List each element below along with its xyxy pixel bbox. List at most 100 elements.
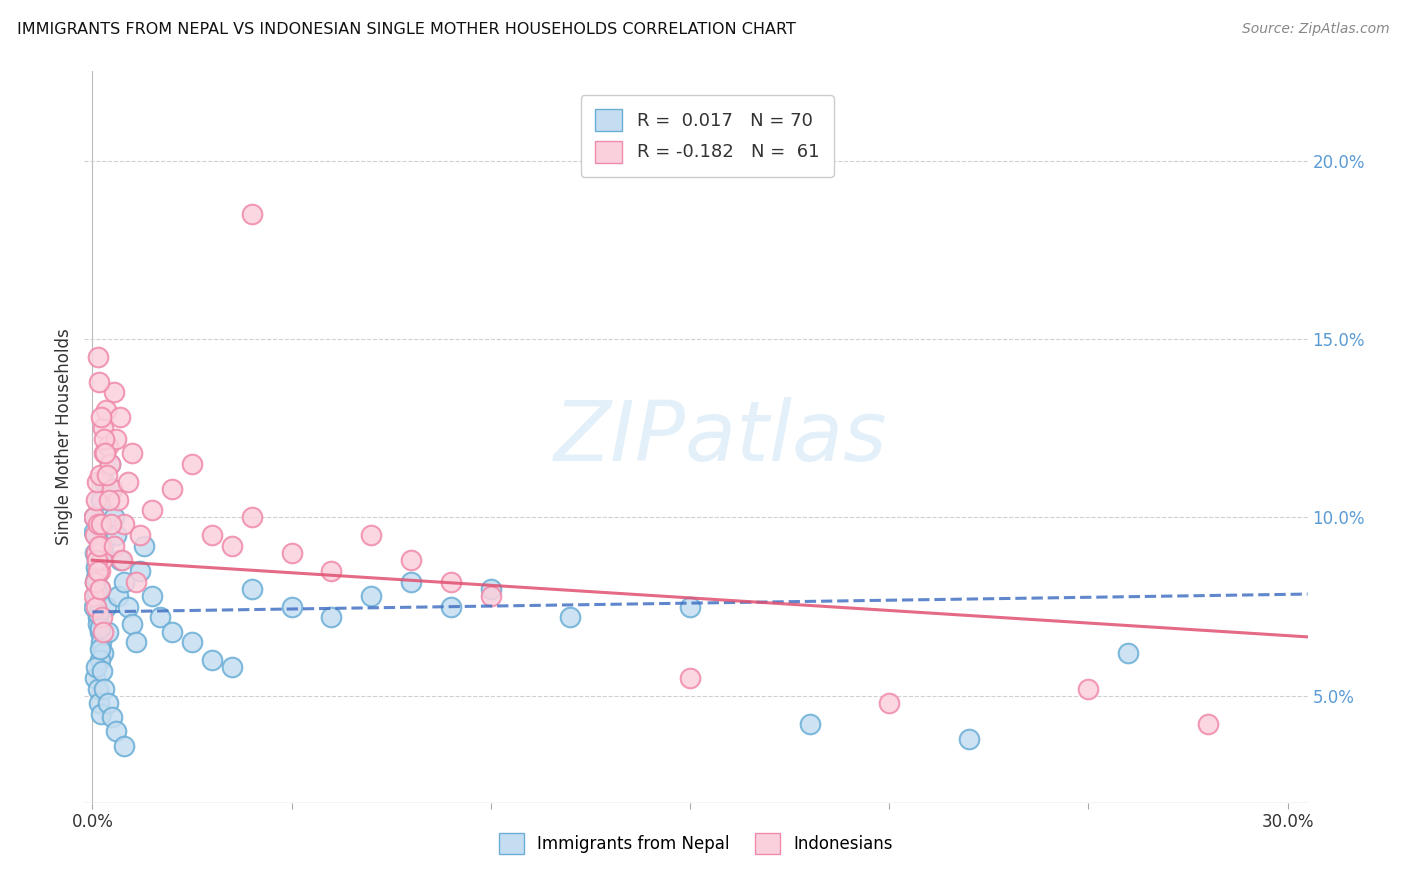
Point [141,589,163,603]
Point [84,560,107,574]
Point [240,582,263,596]
Point [93,646,115,660]
Point [1077,681,1099,696]
Point [121,446,143,460]
Point [103,510,125,524]
Point [105,432,128,446]
Point [98,492,121,507]
Point [89,653,111,667]
Point [121,617,143,632]
Point [100,517,122,532]
Point [89,467,111,482]
Point [440,574,463,589]
Point [93,475,115,489]
Point [89,582,111,596]
Point [112,517,135,532]
Point [83,528,105,542]
Point [91,546,114,560]
Point [221,660,243,674]
Point [93,681,115,696]
Point [280,546,302,560]
Legend: Immigrants from Nepal, Indonesians: Immigrants from Nepal, Indonesians [492,827,900,860]
Point [89,624,111,639]
Point [84,599,107,614]
Point [84,574,107,589]
Point [107,492,129,507]
Point [240,207,263,221]
Text: IMMIGRANTS FROM NEPAL VS INDONESIAN SINGLE MOTHER HOUSEHOLDS CORRELATION CHART: IMMIGRANTS FROM NEPAL VS INDONESIAN SING… [17,22,796,37]
Point [91,553,114,567]
Point [84,574,107,589]
Point [181,635,204,649]
Point [89,621,111,635]
Point [96,599,118,614]
Point [89,642,111,657]
Point [97,624,120,639]
Point [90,610,112,624]
Point [1116,646,1139,660]
Point [103,385,125,400]
Point [134,539,156,553]
Point [479,582,502,596]
Point [221,539,243,553]
Point [479,589,502,603]
Point [87,610,110,624]
Point [86,564,108,578]
Point [84,492,107,507]
Point [240,510,263,524]
Point [98,457,121,471]
Point [93,432,115,446]
Point [87,517,110,532]
Point [96,403,118,417]
Point [679,671,702,685]
Point [94,446,117,460]
Point [101,710,124,724]
Point [110,553,132,567]
Point [93,446,115,460]
Point [83,671,105,685]
Point [91,539,114,553]
Point [399,574,422,589]
Point [83,589,105,603]
Point [83,599,105,614]
Point [679,599,702,614]
Point [129,528,152,542]
Point [97,439,120,453]
Point [86,553,108,567]
Point [96,467,118,482]
Point [86,681,108,696]
Point [103,539,125,553]
Point [93,421,115,435]
Text: Source: ZipAtlas.com: Source: ZipAtlas.com [1241,22,1389,37]
Point [105,724,128,739]
Point [83,510,105,524]
Point [160,482,183,496]
Point [86,589,108,603]
Point [91,664,114,678]
Point [101,482,124,496]
Point [90,635,112,649]
Point [360,528,382,542]
Point [201,528,224,542]
Point [87,617,110,632]
Point [87,350,110,364]
Point [110,410,132,425]
Point [280,599,302,614]
Point [321,610,343,624]
Point [87,517,110,532]
Point [399,553,422,567]
Point [877,696,900,710]
Point [125,635,148,649]
Point [83,510,105,524]
Point [360,589,382,603]
Point [90,517,112,532]
Point [83,524,105,539]
Text: ZIPatlas: ZIPatlas [554,397,887,477]
Point [84,660,107,674]
Point [201,653,224,667]
Point [84,528,107,542]
Point [98,457,121,471]
Point [89,564,111,578]
Point [117,475,139,489]
Point [86,571,108,585]
